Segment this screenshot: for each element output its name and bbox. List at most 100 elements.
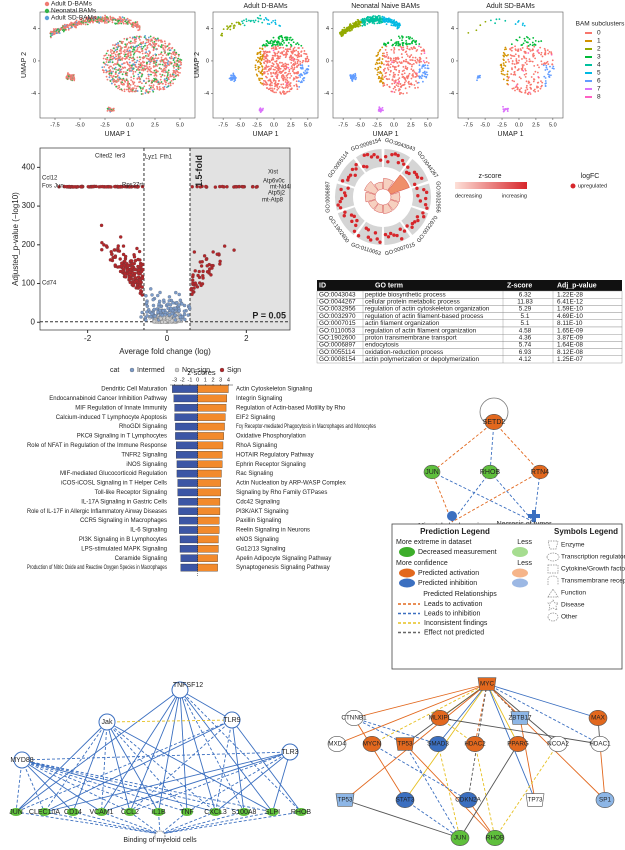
umap-point xyxy=(177,67,179,69)
umap-point xyxy=(386,67,389,69)
umap-point xyxy=(392,71,395,74)
umap-point xyxy=(405,80,407,82)
umap-point xyxy=(134,51,136,54)
umap-point xyxy=(378,106,381,109)
umap-point xyxy=(391,61,393,64)
umap-point xyxy=(286,73,289,76)
node-label: JUN xyxy=(9,809,23,816)
volcano-point xyxy=(225,185,229,189)
umap-point xyxy=(349,75,352,78)
volcano-point xyxy=(207,267,212,271)
umap-point xyxy=(406,68,408,71)
umap-point xyxy=(427,67,430,70)
table-cell: 1.65E-09 xyxy=(557,327,583,334)
umap-point xyxy=(110,110,113,112)
umap-point xyxy=(393,24,396,26)
umap-point xyxy=(391,21,394,23)
legend-swatch xyxy=(512,547,528,557)
umap-point xyxy=(413,71,416,73)
x-tick-label: -2.5 xyxy=(497,122,506,128)
umap-point xyxy=(278,44,281,46)
umap-point xyxy=(255,73,258,76)
umap-point xyxy=(484,20,487,23)
bar xyxy=(197,432,224,440)
umap-point xyxy=(75,26,77,29)
umap-point xyxy=(373,18,376,21)
umap-point xyxy=(411,48,414,51)
umap-point xyxy=(118,49,121,52)
table-cell: 1.25E-07 xyxy=(557,356,583,363)
volcano-point xyxy=(197,269,201,274)
umap-point xyxy=(222,28,225,31)
volcano-point xyxy=(167,299,171,303)
umap-point xyxy=(423,61,426,64)
umap-point xyxy=(138,50,141,53)
umap-point xyxy=(398,61,401,63)
umap-point xyxy=(133,38,136,41)
legend-label: 8 xyxy=(597,94,601,101)
umap-point xyxy=(381,106,384,109)
umap-point xyxy=(142,87,144,89)
umap-point xyxy=(166,48,169,51)
y-tick-label: 4 xyxy=(326,26,329,32)
umap-point xyxy=(97,18,100,21)
go-id-label: GO:0006897 xyxy=(325,181,331,213)
umap-point xyxy=(532,73,535,76)
umap-point xyxy=(506,107,508,110)
umap-point xyxy=(551,67,554,70)
umap-point xyxy=(397,82,400,85)
umap-point xyxy=(384,72,387,75)
umap-point xyxy=(269,84,272,86)
umap-point xyxy=(263,72,266,75)
umap-point xyxy=(521,58,523,60)
umap-point xyxy=(407,80,410,83)
umap-point xyxy=(118,68,121,70)
umap-point xyxy=(399,82,402,85)
umap-point xyxy=(305,53,308,56)
umap-point xyxy=(414,56,417,59)
gene-label: Cited2 xyxy=(95,154,113,160)
volcano-point xyxy=(145,314,149,318)
umap-point xyxy=(532,55,535,58)
umap-point xyxy=(166,71,168,74)
umap-point xyxy=(400,46,403,49)
umap-point xyxy=(114,66,117,69)
umap-point xyxy=(405,58,408,61)
umap-point xyxy=(171,74,174,77)
node-label: MYC xyxy=(480,681,494,688)
umap-point xyxy=(174,71,177,74)
umap-point xyxy=(280,92,283,95)
legend-swatch xyxy=(44,15,50,21)
umap-point xyxy=(112,57,115,60)
umap-point xyxy=(140,93,143,95)
umap-point xyxy=(172,53,175,56)
table-header: Z-score xyxy=(507,282,532,289)
volcano-point xyxy=(151,297,155,302)
umap-point xyxy=(536,64,539,66)
pathway-label: IL-17A Signaling in Gastric Cells xyxy=(81,499,167,505)
umap-point xyxy=(412,56,414,59)
umap-point xyxy=(502,51,505,54)
umap-point xyxy=(126,42,129,45)
umap-point xyxy=(293,84,296,87)
umap-point xyxy=(383,63,385,66)
volcano-point xyxy=(131,262,135,266)
umap-point xyxy=(164,83,167,86)
umap-point xyxy=(163,64,166,67)
table-cell: 6.32 xyxy=(519,291,532,298)
umap-point xyxy=(141,67,144,70)
gene-dot xyxy=(373,231,378,235)
umap-point xyxy=(71,25,74,27)
volcano-point xyxy=(168,303,173,307)
umap-point xyxy=(129,36,131,39)
umap-point xyxy=(133,75,135,78)
umap-point xyxy=(404,87,407,90)
umap-point xyxy=(494,22,497,25)
umap-point xyxy=(392,65,395,68)
pathway-label: Apelin Adipocyte Signaling Pathway xyxy=(236,556,331,562)
x-tick-label: 2 xyxy=(211,377,214,383)
umap-point xyxy=(139,64,142,66)
umap-point xyxy=(401,73,403,76)
umap-point xyxy=(131,80,134,83)
